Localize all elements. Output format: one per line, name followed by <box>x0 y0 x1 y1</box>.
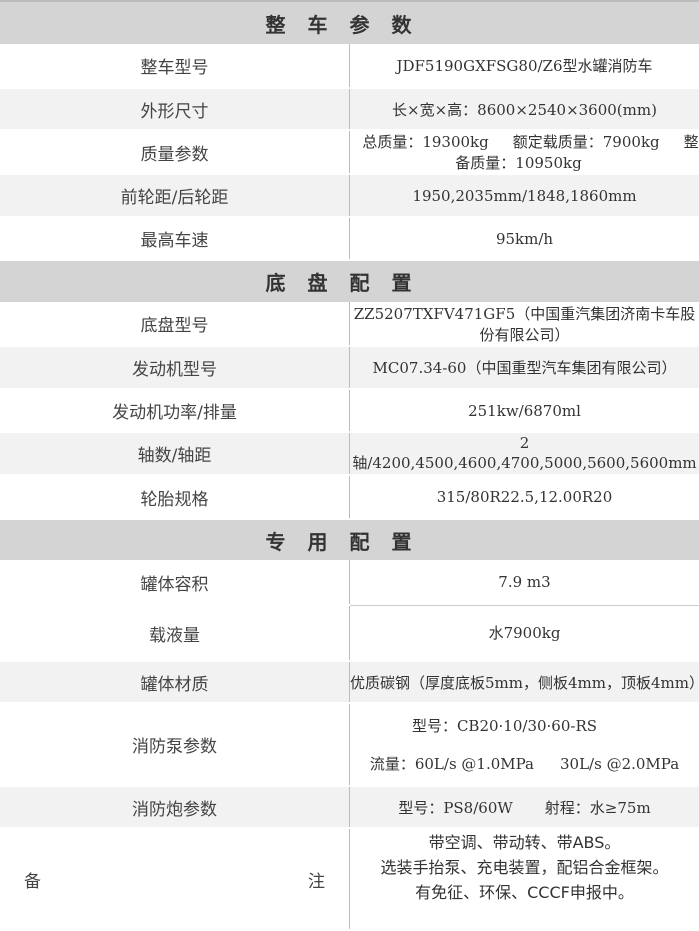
row-label: 备注 <box>0 828 350 930</box>
remark-label-part: 注 <box>308 867 325 892</box>
row-label: 最高车速 <box>0 217 350 260</box>
row-label: 前轮距/后轮距 <box>0 174 350 217</box>
section-header-vehicle: 整车参数 <box>0 1 699 44</box>
row-value: 优质碳钢（厚度底板5mm，侧板4mm，顶板4mm） <box>350 661 699 703</box>
row-label: 罐体材质 <box>0 661 350 703</box>
table-row: 消防泵参数型号：CB20·10/30·60-RS流量：60L/s @1.0MPa… <box>0 703 699 786</box>
row-value: 2轴/4200,4500,4600,4700,5000,5600,5600mm <box>350 432 699 475</box>
row-label: 发动机功率/排量 <box>0 389 350 432</box>
table-row-remarks: 备注 带空调、带动转、带ABS。 选装手抬泵、充电装置，配铝合金框架。 有免征、… <box>0 828 699 930</box>
table-row: 外形尺寸长×宽×高：8600×2540×3600(mm) <box>0 88 699 130</box>
row-label: 载液量 <box>0 605 350 661</box>
row-label: 整车型号 <box>0 44 350 88</box>
row-label: 轮胎规格 <box>0 475 350 519</box>
row-value: 型号：CB20·10/30·60-RS流量：60L/s @1.0MPa 30L/s… <box>350 703 699 786</box>
row-label: 外形尺寸 <box>0 88 350 130</box>
table-row: 消防炮参数 型号：PS8/60W 射程：水≥75m <box>0 786 699 828</box>
section-header-special: 专用配置 <box>0 519 699 560</box>
section-title: 整车参数 <box>0 1 699 44</box>
row-value: 长×宽×高：8600×2540×3600(mm) <box>350 88 699 130</box>
row-value: ZZ5207TXFV471GF5（中国重汽集团济南卡车股份有限公司） <box>350 302 699 346</box>
row-label: 罐体容积 <box>0 560 350 605</box>
row-label: 质量参数 <box>0 130 350 174</box>
row-label: 发动机型号 <box>0 346 350 389</box>
row-value: 315/80R22.5,12.00R20 <box>350 475 699 519</box>
table-row: 载液量水7900kg <box>0 605 699 661</box>
section-title: 底盘配置 <box>0 260 699 302</box>
row-value: 95km/h <box>350 217 699 260</box>
pump-model: 型号：CB20·10/30·60-RS <box>412 707 597 745</box>
remark-label-part: 备 <box>24 867 41 892</box>
row-value: 251kw/6870ml <box>350 389 699 432</box>
row-label: 底盘型号 <box>0 302 350 346</box>
row-label: 轴数/轴距 <box>0 432 350 475</box>
section-title: 专用配置 <box>0 519 699 560</box>
pump-flow: 流量：60L/s @1.0MPa <box>370 745 534 783</box>
gross-mass: 总质量：19300kg <box>362 133 488 151</box>
pump-flow-2: 30L/s @2.0MPa <box>560 755 679 773</box>
row-value: MC07.34-60（中国重型汽车集团有限公司） <box>350 346 699 389</box>
cannon-model: 型号：PS8/60W <box>398 799 512 817</box>
row-value: JDF5190GXFSG80/Z6型水罐消防车 <box>350 44 699 88</box>
cannon-range: 射程：水≥75m <box>545 799 651 817</box>
row-label: 消防泵参数 <box>0 703 350 786</box>
section-header-chassis: 底盘配置 <box>0 260 699 302</box>
remark-line: 有免征、环保、CCCF申报中。 <box>350 880 699 905</box>
remark-line: 带空调、带动转、带ABS。 <box>350 830 699 855</box>
remarks-value: 带空调、带动转、带ABS。 选装手抬泵、充电装置，配铝合金框架。 有免征、环保、… <box>350 828 699 930</box>
row-label: 消防炮参数 <box>0 786 350 828</box>
row-value: 1950,2035mm/1848,1860mm <box>350 174 699 217</box>
remark-line: 选装手抬泵、充电装置，配铝合金框架。 <box>350 855 699 880</box>
rated-load: 额定载质量：7900kg <box>513 133 660 151</box>
row-value: 水7900kg <box>350 605 699 661</box>
table-row: 罐体材质优质碳钢（厚度底板5mm，侧板4mm，顶板4mm） <box>0 661 699 703</box>
row-value: 7.9 m3 <box>350 560 699 605</box>
row-value: 型号：PS8/60W 射程：水≥75m <box>350 786 699 828</box>
